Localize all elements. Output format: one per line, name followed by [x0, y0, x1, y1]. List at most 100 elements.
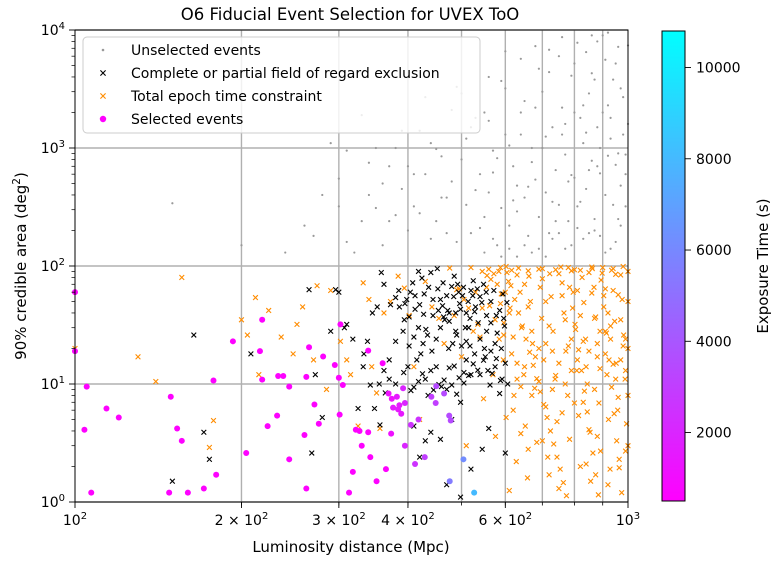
fov-exclusion-point	[350, 336, 356, 342]
unselected-point	[487, 191, 490, 194]
epoch-time-point	[500, 320, 507, 326]
fov-exclusion-point	[457, 306, 464, 313]
x-tick-label: 103	[616, 511, 640, 529]
epoch-time-point	[583, 461, 589, 467]
epoch-time-point	[265, 307, 272, 314]
fov-exclusion-point	[428, 367, 434, 374]
unselected-point	[381, 182, 384, 185]
fov-exclusion-point	[449, 340, 456, 347]
epoch-time-point	[605, 416, 612, 423]
epoch-time-point	[395, 273, 401, 279]
fov-exclusion-point	[378, 269, 385, 276]
fov-exclusion-point	[430, 296, 436, 303]
epoch-time-point	[529, 328, 535, 335]
fov-exclusion-point	[465, 372, 472, 379]
fov-exclusion-point	[422, 376, 429, 382]
unselected-point	[337, 177, 340, 180]
epoch-time-point	[622, 448, 629, 454]
selected-point	[315, 420, 322, 427]
unselected-point	[240, 244, 243, 247]
fov-exclusion-point	[488, 298, 494, 305]
unselected-point	[601, 34, 604, 37]
epoch-time-point	[604, 371, 610, 378]
unselected-point	[374, 206, 377, 210]
unselected-point	[530, 251, 533, 254]
unselected-point	[585, 50, 588, 54]
unselected-point	[483, 215, 486, 219]
legend-box	[82, 36, 481, 134]
unselected-point	[576, 41, 579, 44]
unselected-point	[171, 202, 174, 205]
fov-exclusion-point	[498, 345, 505, 352]
unselected-point	[617, 45, 620, 48]
fov-exclusion-point	[504, 381, 511, 387]
y-tick-label: 102	[41, 257, 65, 275]
fov-exclusion-point	[411, 334, 417, 340]
selected-point	[407, 421, 414, 428]
fov-exclusion-point	[435, 307, 442, 314]
fov-exclusion-point	[504, 299, 510, 306]
legend-label: Total epoch time constraint	[130, 89, 322, 105]
fov-exclusion-point	[462, 324, 469, 331]
selected-point	[446, 412, 453, 419]
epoch-time-point	[533, 439, 540, 446]
unselected-point	[534, 178, 537, 181]
unselected-point	[523, 196, 526, 199]
unselected-point	[604, 58, 607, 61]
y-axis-label-main: 90% credible area (deg	[12, 185, 30, 360]
epoch-time-point	[206, 444, 213, 451]
selected-point	[373, 478, 380, 485]
epoch-time-point	[565, 264, 572, 271]
fov-exclusion-point	[400, 328, 406, 335]
fov-exclusion-point	[396, 304, 403, 310]
fov-exclusion-point	[468, 287, 474, 294]
epoch-time-point	[615, 394, 621, 401]
epoch-time-point	[556, 360, 562, 367]
selected-point	[311, 401, 318, 408]
fov-exclusion-point	[411, 384, 417, 390]
fov-exclusion-point	[453, 391, 460, 397]
selected-point	[301, 431, 308, 438]
y-axis-label: 90% credible area (deg2)	[11, 172, 30, 360]
selected-point	[166, 489, 173, 496]
x-tick-label: 4 × 102	[381, 511, 435, 529]
unselected-point	[612, 78, 615, 81]
unselected-point	[596, 165, 599, 168]
epoch-time-point	[581, 299, 587, 306]
selected-point	[229, 338, 236, 345]
epoch-time-point	[537, 284, 544, 291]
epoch-time-point	[600, 304, 607, 310]
fov-exclusion-point	[191, 332, 197, 338]
unselected-point	[478, 226, 482, 230]
y-axis-label-close: )	[12, 172, 30, 178]
legend-label: Selected events	[131, 112, 243, 128]
unselected-point	[604, 251, 607, 254]
fov-exclusion-point	[470, 277, 477, 284]
epoch-time-point	[574, 357, 581, 363]
colorbar-tick-label: 8000	[696, 152, 732, 168]
unselected-point	[560, 133, 564, 136]
epoch-time-point	[492, 433, 499, 440]
fov-exclusion-point	[355, 405, 361, 412]
epoch-time-point	[539, 275, 546, 282]
fov-exclusion-point	[463, 310, 470, 316]
unselected-point	[587, 168, 591, 172]
selected-point	[400, 385, 407, 392]
epoch-time-point	[565, 343, 572, 349]
unselected-point	[604, 193, 607, 197]
epoch-time-point	[498, 291, 505, 297]
epoch-time-point	[594, 433, 601, 440]
unselected-point	[557, 55, 561, 58]
fov-exclusion-point	[497, 377, 504, 384]
unselected-point	[537, 215, 540, 219]
unselected-point	[284, 251, 287, 254]
fov-exclusion-point	[454, 281, 461, 288]
unselected-point	[587, 92, 591, 95]
unselected-point	[551, 200, 554, 203]
selected-point	[382, 466, 389, 473]
unselected-point	[544, 191, 547, 194]
fov-exclusion-point	[419, 275, 425, 281]
fov-exclusion-point	[392, 381, 399, 387]
epoch-time-point	[537, 388, 544, 395]
epoch-time-point	[506, 487, 513, 494]
